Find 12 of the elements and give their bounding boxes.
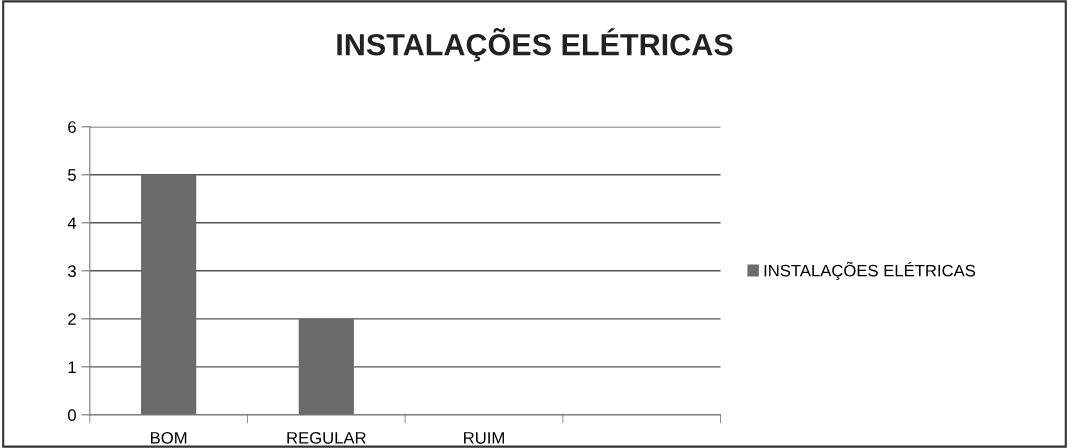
y-tick-label: 4 bbox=[67, 217, 77, 229]
x-tick-label: REGULAR bbox=[287, 431, 366, 444]
x-tick-label: BOM bbox=[151, 431, 187, 444]
legend-label: INSTALAÇÕES ELÉTRICAS bbox=[764, 261, 976, 280]
chart-title: INSTALAÇÕES ELÉTRICAS bbox=[337, 28, 733, 62]
x-tick-label: RUIM bbox=[464, 432, 504, 444]
y-tick-label: 6 bbox=[68, 121, 76, 133]
y-tick-label: 5 bbox=[68, 169, 76, 181]
y-tick-label: 1 bbox=[68, 361, 76, 373]
y-tick-label: 0 bbox=[67, 409, 76, 422]
y-tick-label: 3 bbox=[67, 265, 76, 278]
y-tick-label: 2 bbox=[68, 313, 76, 325]
